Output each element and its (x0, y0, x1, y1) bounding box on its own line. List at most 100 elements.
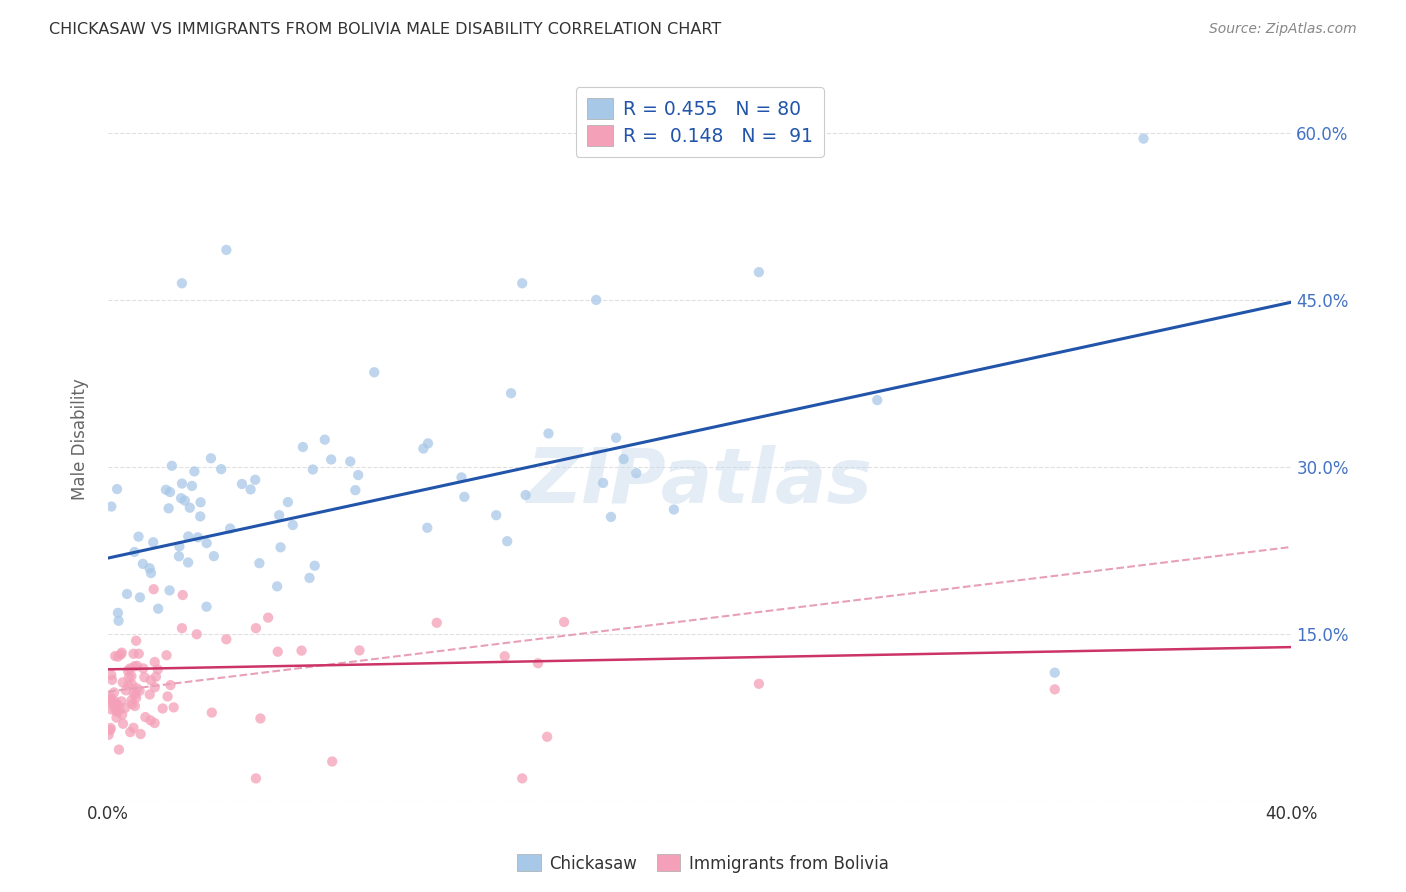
Point (127, 658, 149, 673)
Point (585, 293, 607, 307)
Point (152, 701, 174, 715)
Point (177, 529, 200, 543)
Point (105, 698, 128, 712)
Point (510, 772, 533, 786)
Point (124, 659, 146, 673)
Legend: R = 0.455   N = 80, R =  0.148   N =  91: R = 0.455 N = 80, R = 0.148 N = 91 (575, 87, 824, 157)
Point (177, 556, 200, 570)
Point (120, 725, 142, 739)
Point (321, 452, 343, 467)
Point (412, 442, 434, 456)
Point (112, 716, 135, 731)
Point (187, 530, 209, 544)
Point (496, 534, 519, 549)
Point (190, 495, 212, 509)
Point (349, 643, 371, 657)
Point (267, 645, 290, 659)
Point (613, 452, 636, 467)
Point (104, 648, 127, 663)
Point (134, 670, 156, 684)
Point (120, 669, 142, 683)
Point (101, 695, 124, 709)
Point (107, 614, 129, 628)
Point (170, 476, 193, 491)
Point (173, 493, 195, 508)
Point (105, 482, 128, 496)
Point (105, 698, 128, 712)
Point (128, 530, 150, 544)
Point (170, 491, 193, 506)
Point (118, 661, 141, 675)
Point (125, 633, 148, 648)
Point (209, 462, 232, 476)
Point (142, 582, 165, 597)
Point (132, 661, 155, 675)
Point (128, 647, 150, 661)
Point (115, 587, 138, 601)
Point (281, 518, 304, 533)
Point (110, 648, 132, 662)
Point (103, 700, 125, 714)
Point (138, 561, 160, 575)
Point (426, 615, 449, 630)
Point (121, 677, 143, 691)
Point (314, 433, 336, 447)
Point (146, 663, 169, 677)
Point (245, 621, 267, 635)
Text: CHICKASAW VS IMMIGRANTS FROM BOLIVIA MALE DISABILITY CORRELATION CHART: CHICKASAW VS IMMIGRANTS FROM BOLIVIA MAL… (49, 22, 721, 37)
Point (105, 704, 128, 718)
Point (128, 683, 150, 698)
Point (100, 668, 122, 682)
Point (515, 488, 537, 502)
Point (499, 386, 522, 401)
Point (249, 711, 271, 725)
Point (129, 591, 152, 605)
Point (100, 690, 122, 704)
Point (103, 685, 125, 699)
Point (181, 479, 204, 493)
Point (170, 277, 193, 291)
Point (592, 475, 614, 490)
Legend: Chickasaw, Immigrants from Bolivia: Chickasaw, Immigrants from Bolivia (510, 847, 896, 880)
Point (188, 509, 211, 524)
Point (98, 723, 121, 737)
Point (107, 606, 129, 620)
Point (139, 566, 162, 580)
Point (155, 648, 177, 663)
Point (195, 536, 218, 550)
Point (494, 649, 516, 664)
Point (159, 583, 181, 598)
Point (170, 621, 193, 635)
Point (553, 615, 575, 629)
Point (416, 436, 439, 450)
Point (121, 697, 143, 711)
Point (186, 627, 208, 641)
Point (110, 694, 132, 708)
Point (111, 675, 134, 690)
Point (453, 490, 475, 504)
Point (159, 485, 181, 500)
Point (114, 701, 136, 715)
Point (129, 727, 152, 741)
Point (215, 632, 238, 647)
Point (169, 540, 191, 554)
Point (179, 500, 201, 515)
Text: ZIPatlas: ZIPatlas (527, 445, 873, 519)
Point (118, 670, 141, 684)
Point (157, 501, 180, 516)
Point (231, 477, 253, 491)
Point (100, 693, 122, 707)
Point (536, 730, 558, 744)
Point (266, 579, 288, 593)
Point (122, 721, 145, 735)
Point (183, 464, 205, 478)
Point (239, 483, 262, 497)
Point (450, 470, 472, 484)
Point (101, 673, 124, 687)
Point (347, 468, 370, 483)
Point (277, 495, 299, 509)
Point (257, 610, 280, 624)
Point (145, 670, 167, 684)
Point (600, 509, 623, 524)
Point (1043, 682, 1066, 697)
